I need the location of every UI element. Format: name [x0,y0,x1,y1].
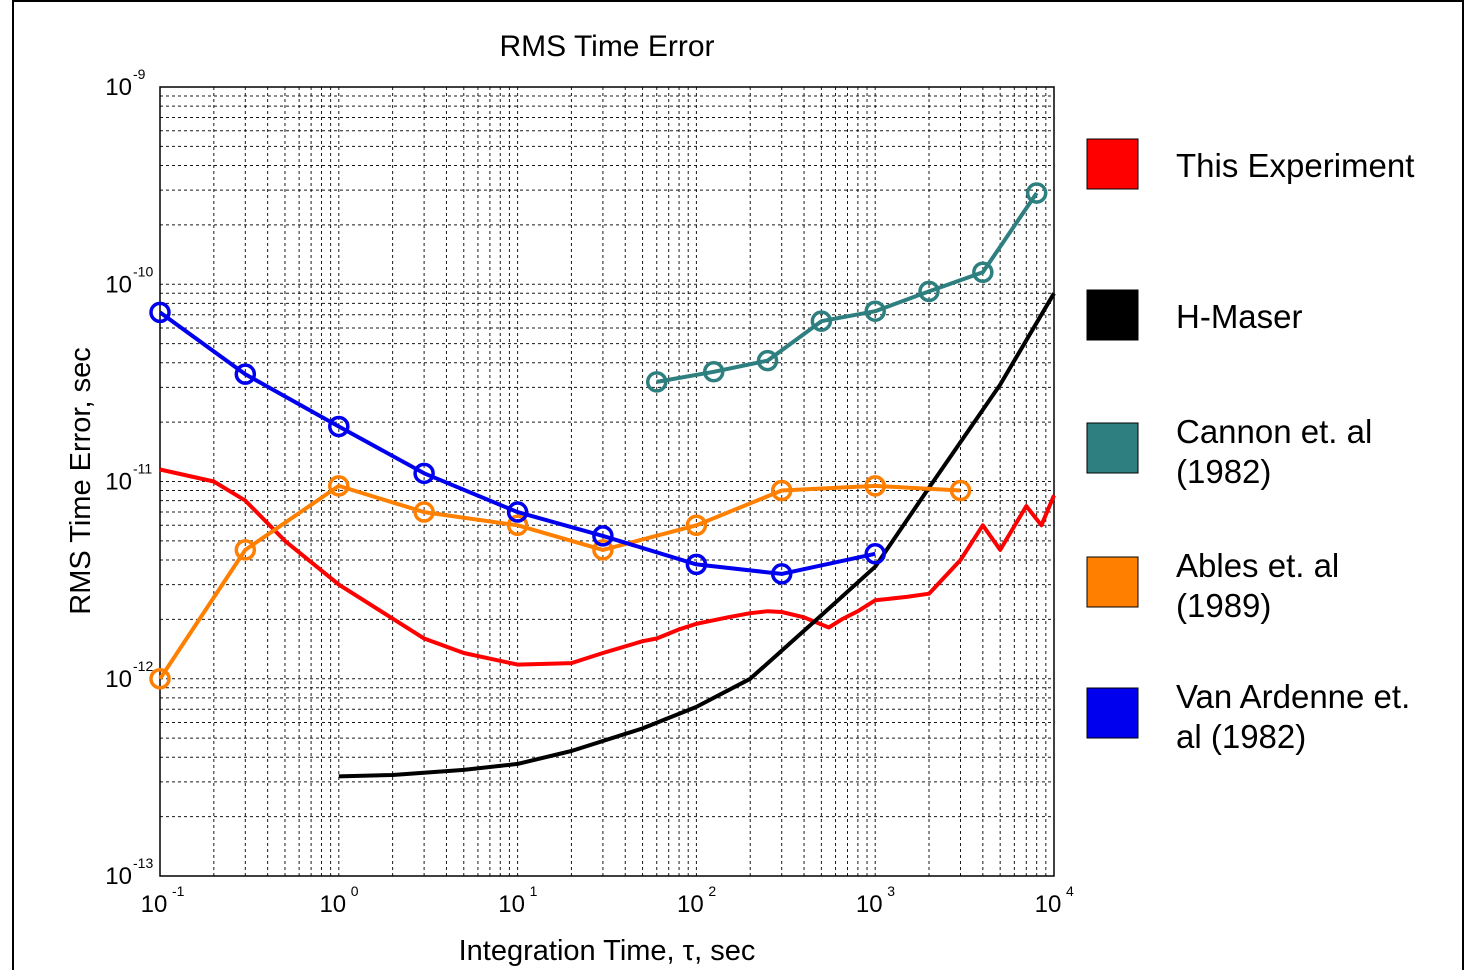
series-line [158,310,876,576]
y-tick-exponent: -12 [133,658,153,674]
legend-label: (1989) [1176,587,1271,624]
y-axis-label: RMS Time Error, sec [65,347,97,615]
x-tick-label: 10 [319,891,346,918]
legend-label: H-Maser [1176,298,1303,335]
legend-item-1: H-Maser [1086,289,1303,341]
series-marker [328,415,350,438]
x-tick-exponent: 1 [530,883,538,899]
y-tick-exponent: -9 [133,66,146,82]
legend-item-2: Cannon et. al(1982) [1086,413,1372,490]
series-marker [645,371,668,393]
plot-grid [160,87,1054,876]
x-tick-exponent: -1 [172,883,185,899]
chart-title: RMS Time Error [499,30,714,63]
legend-label: Van Ardenne et. [1176,678,1410,715]
legend-label: Cannon et. al [1176,413,1372,450]
legend-swatch [1086,687,1139,739]
y-tick-exponent: -10 [133,263,153,279]
y-tick-exponent: -11 [133,461,152,477]
series-line [656,191,1039,384]
series-marker [702,361,725,383]
x-tick-label: 10 [677,891,704,918]
series-marker [918,280,940,303]
legend-label: This Experiment [1176,147,1414,184]
series-marker [685,553,708,576]
legend-label: Ables et. al [1176,547,1339,584]
series-marker [949,479,972,502]
series-line [158,483,961,680]
series-marker [972,261,994,284]
series-marker [149,301,171,324]
legend-item-3: Ables et. al(1989) [1086,547,1339,624]
series-marker [506,514,529,537]
series-marker [234,539,257,561]
series-0 [159,467,1056,667]
y-tick-label: 10 [105,469,132,496]
series-marker [592,539,614,561]
legend-item-0: This Experiment [1086,138,1414,190]
x-tick-exponent: 4 [1066,883,1074,899]
series-marker [1025,182,1048,204]
series-marker [864,300,886,322]
series-marker [756,349,779,372]
y-tick-label: 10 [105,271,132,298]
series-marker [770,563,793,585]
series-marker [864,543,886,565]
x-tick-label: 10 [498,891,525,918]
legend-swatch [1086,138,1139,190]
y-tick-label: 10 [105,666,132,693]
legend-swatch [1086,289,1139,341]
series-2 [645,182,1048,393]
legend-label: (1982) [1176,453,1271,490]
y-tick-label: 10 [105,74,132,101]
y-tick-exponent: -13 [133,855,153,871]
legend-label: al (1982) [1176,718,1306,755]
x-tick-exponent: 2 [708,883,716,899]
plot-area-border [159,86,1055,877]
x-tick-label: 10 [141,891,168,918]
series-marker [413,462,435,485]
series-line [159,467,1056,667]
figure-frame [12,0,1464,970]
legend-swatch [1086,556,1139,608]
series-marker [328,475,350,497]
x-tick-exponent: 3 [887,883,895,899]
legend: This Experiment H-Maser Cannon et. al(1982… [1086,138,1414,755]
series-marker [234,363,257,385]
legend-item-4: Van Ardenne et.al (1982) [1086,678,1410,755]
series-marker [149,668,171,690]
series-4 [149,301,886,585]
series-marker [864,475,886,497]
legend-swatch [1086,422,1139,474]
x-tick-exponent: 0 [351,883,359,899]
series-marker [810,310,833,332]
series-marker [592,525,614,547]
series-marker [413,501,435,523]
x-axis-label: Integration Time, τ, sec [459,935,756,967]
series-3 [149,475,972,690]
x-tick-label: 10 [856,891,883,918]
y-tick-label: 10 [105,863,132,890]
series-marker [770,479,793,502]
series-layer [149,182,1056,779]
series-marker [685,514,708,537]
x-tick-label: 10 [1035,891,1062,918]
series-marker [506,501,529,523]
